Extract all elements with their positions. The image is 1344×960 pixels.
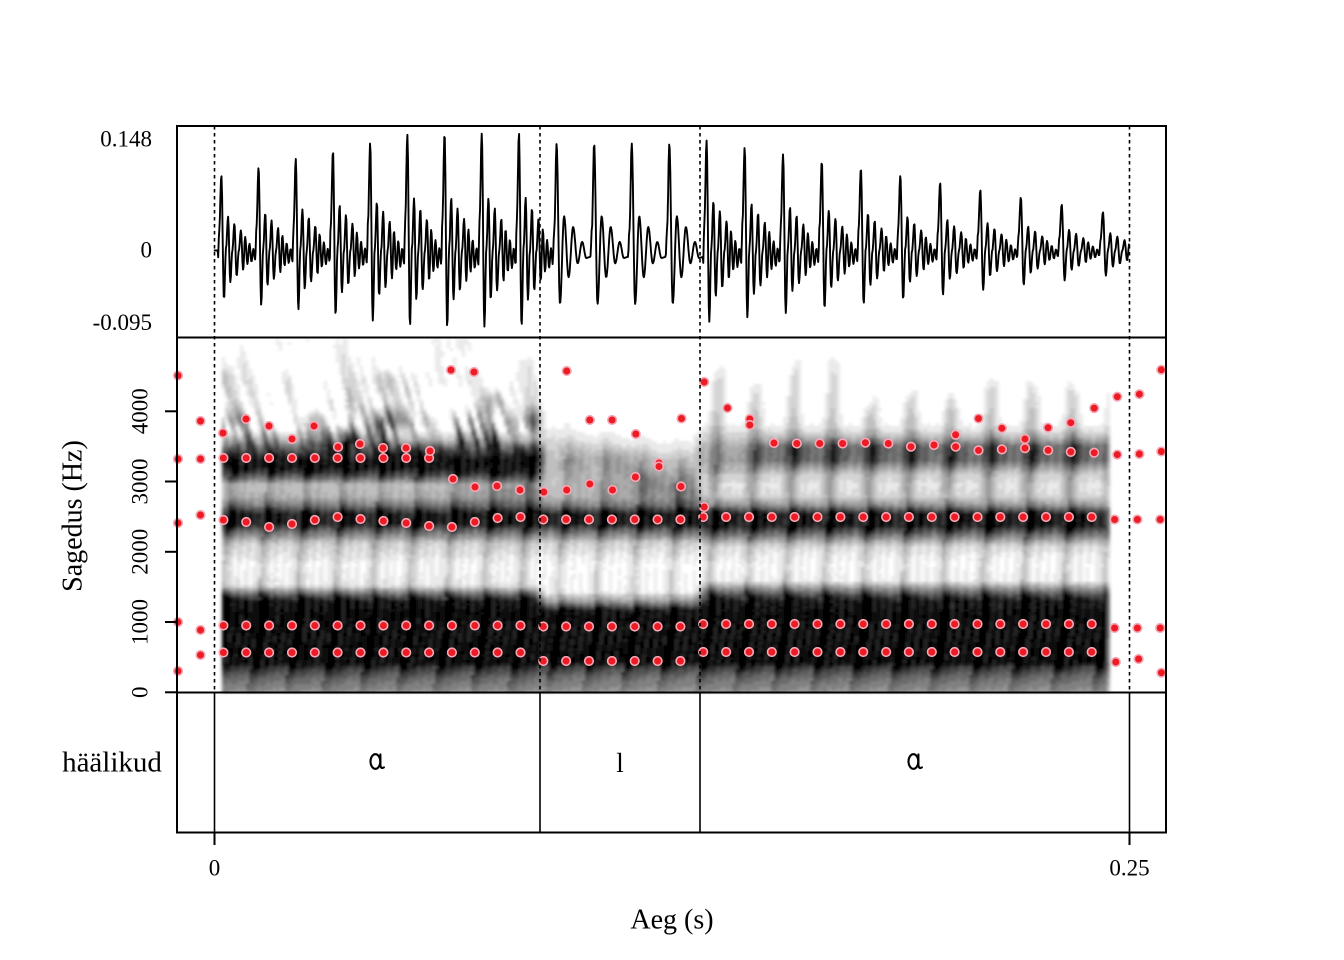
svg-text:häälikud: häälikud	[62, 747, 162, 779]
svg-text:1000: 1000	[127, 599, 152, 645]
svg-text:0: 0	[127, 687, 152, 699]
svg-text:0.25: 0.25	[1109, 855, 1149, 880]
svg-text:2000: 2000	[127, 529, 152, 575]
svg-text:-0.095: -0.095	[93, 310, 152, 335]
svg-text:0.148: 0.148	[100, 126, 152, 151]
svg-text:l: l	[616, 748, 624, 778]
svg-text:0: 0	[209, 855, 221, 880]
svg-text:3000: 3000	[127, 459, 152, 505]
svg-text:Sagedus (Hz): Sagedus (Hz)	[57, 440, 88, 592]
svg-text:Aeg (s): Aeg (s)	[630, 904, 713, 935]
svg-text:4000: 4000	[127, 388, 152, 434]
svg-text:0: 0	[141, 237, 153, 262]
